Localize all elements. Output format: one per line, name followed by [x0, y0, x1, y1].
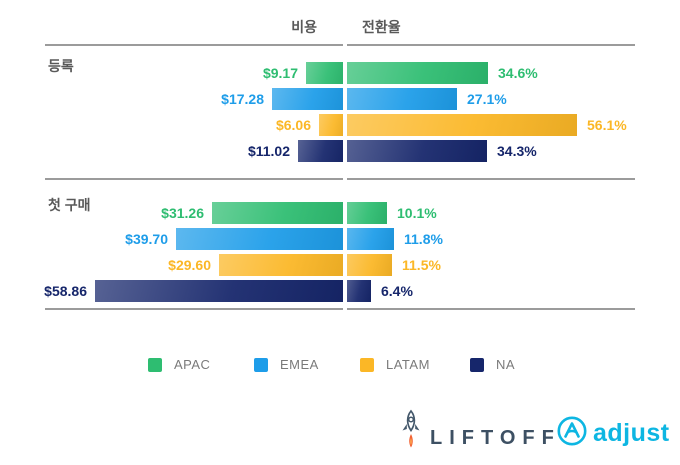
separator-line-top: [45, 44, 635, 46]
conversion-value-label: 10.1%: [397, 205, 437, 221]
conversion-bar-apac: [345, 202, 387, 224]
cost-bar-latam: [319, 114, 345, 136]
cost-bar-emea: [272, 88, 345, 110]
legend-swatch-apac: [148, 357, 162, 372]
rocket-icon: [400, 409, 422, 460]
conversion-axis-label: 전환율: [362, 19, 401, 35]
cost-value-label: $31.26: [161, 205, 204, 221]
legend-item-emea: EMEA: [254, 357, 319, 372]
cost-bar-na: [95, 280, 345, 302]
legend-item-na: NA: [470, 357, 515, 372]
conversion-value-label: 11.5%: [402, 257, 441, 273]
legend-swatch-emea: [254, 357, 268, 372]
center-axis-line: [343, 13, 347, 310]
legend-label: LATAM: [386, 357, 430, 372]
legend-item-latam: LATAM: [360, 357, 430, 372]
group-label-0: 등록: [48, 58, 74, 74]
legend-label: NA: [496, 357, 516, 372]
liftoff-wordmark: LIFTOFF: [430, 427, 561, 449]
separator-line-bottom: [45, 308, 635, 310]
conversion-bar-latam: [345, 254, 392, 276]
conversion-value-label: 27.1%: [467, 91, 507, 107]
conversion-value-label: 56.1%: [587, 117, 627, 133]
cost-bar-apac: [212, 202, 345, 224]
conversion-bar-na: [345, 280, 371, 302]
conversion-value-label: 34.3%: [497, 143, 537, 159]
legend-label: APAC: [174, 357, 211, 372]
cost-bar-emea: [176, 228, 345, 250]
cost-bar-apac: [306, 62, 345, 84]
legend-swatch-latam: [360, 357, 374, 372]
adjust-icon: [556, 415, 588, 452]
cost-value-label: $29.60: [168, 257, 211, 273]
conversion-bar-emea: [345, 88, 457, 110]
conversion-value-label: 11.8%: [404, 231, 443, 247]
cost-value-label: $58.86: [44, 283, 87, 299]
group-label-1: 첫 구매: [48, 197, 91, 213]
cost-value-label: $6.06: [275, 117, 311, 133]
cost-value-label: $39.70: [125, 231, 168, 247]
cost-bar-na: [298, 140, 345, 162]
adjust-logo: adjust: [556, 415, 670, 452]
cost-axis-label: 비용: [291, 19, 317, 35]
conversion-value-label: 6.4%: [381, 283, 413, 299]
legend-item-apac: APAC: [148, 357, 210, 372]
conversion-bar-emea: [345, 228, 394, 250]
legend-label: EMEA: [280, 357, 319, 372]
cost-value-label: $17.28: [221, 91, 264, 107]
separator-line-middle: [45, 178, 635, 180]
conversion-bar-latam: [345, 114, 577, 136]
liftoff-logo: LIFTOFF: [400, 409, 561, 460]
cost-value-label: $11.02: [247, 143, 290, 159]
conversion-value-label: 34.6%: [498, 65, 538, 81]
legend-swatch-na: [470, 357, 484, 372]
cost-bar-latam: [219, 254, 345, 276]
cost-value-label: $9.17: [262, 65, 298, 81]
adjust-wordmark: adjust: [593, 419, 670, 447]
conversion-bar-apac: [345, 62, 488, 84]
conversion-bar-na: [345, 140, 487, 162]
